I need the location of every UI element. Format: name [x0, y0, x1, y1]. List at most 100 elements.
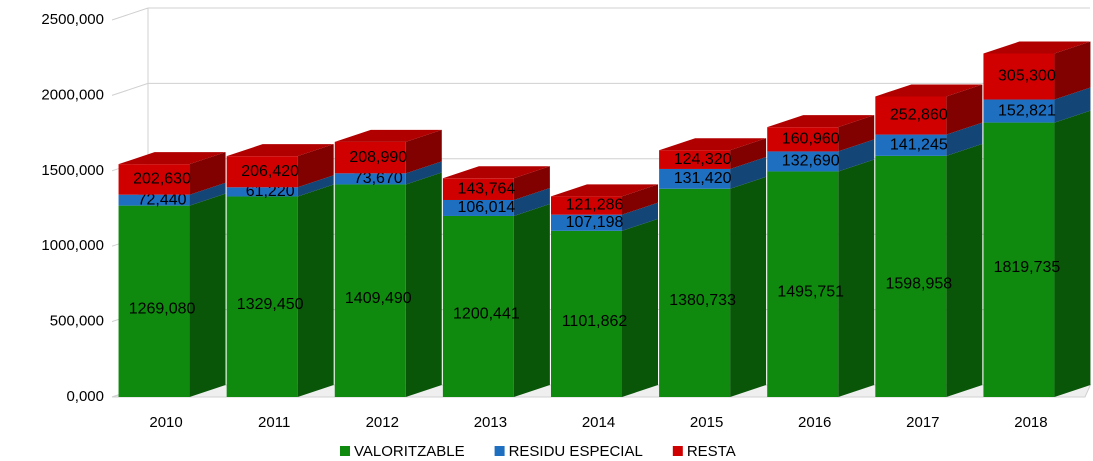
bar-top	[551, 184, 658, 197]
data-label: 131,420	[674, 170, 732, 187]
data-label: 1598,958	[885, 276, 952, 293]
x-tick-label: 2015	[690, 414, 723, 431]
bar	[118, 194, 190, 206]
bar-side	[946, 84, 983, 135]
bar-side	[1054, 110, 1091, 398]
bar-side	[405, 129, 442, 174]
data-label: 202,630	[133, 171, 191, 188]
x-tick-label: 2013	[474, 414, 507, 431]
x-tick-label: 2011	[258, 414, 290, 431]
legend-label: RESTA	[687, 443, 736, 460]
bar-top	[118, 152, 226, 165]
bar	[118, 205, 190, 397]
data-label: 1819,735	[994, 259, 1061, 276]
bar	[442, 199, 514, 216]
bar-side	[730, 156, 767, 189]
bar-top	[875, 84, 983, 97]
bar-side	[297, 144, 334, 188]
data-label: 106,014	[457, 199, 515, 216]
data-label: 141,245	[890, 136, 948, 153]
data-label: 1329,450	[237, 296, 304, 313]
bar	[659, 188, 731, 397]
data-label: 73,670	[354, 170, 403, 187]
legend-swatch	[672, 446, 683, 456]
bar	[659, 168, 731, 189]
data-label: 121,286	[566, 197, 624, 214]
bar-side	[946, 143, 983, 397]
bar	[983, 99, 1055, 123]
bar-top	[983, 41, 1091, 54]
bar	[442, 215, 514, 397]
y-tick-label: 500,000	[50, 313, 104, 330]
data-label: 132,690	[782, 153, 840, 170]
bar-side	[1054, 87, 1091, 123]
bar-side	[405, 161, 442, 185]
bar-side	[189, 193, 226, 397]
bar-side	[513, 203, 550, 397]
x-tick-label: 2018	[1014, 414, 1047, 431]
bar-side	[405, 172, 442, 397]
y-tick-label: 1500,000	[41, 162, 104, 179]
bar-side	[730, 138, 767, 169]
data-label: 252,860	[890, 107, 948, 124]
x-tick-label: 2016	[798, 414, 831, 431]
bar	[875, 96, 947, 135]
bar	[551, 230, 622, 397]
legend-label: VALORITZABLE	[354, 443, 465, 460]
bar	[551, 196, 622, 215]
data-label: 206,420	[241, 163, 299, 180]
bar-side	[622, 202, 658, 231]
data-label: 1495,751	[777, 283, 844, 300]
legend-label: RESIDU ESPECIAL	[509, 443, 643, 460]
y-tick-label: 0,000	[66, 388, 104, 405]
data-label: 160,960	[782, 131, 840, 148]
bar-side	[838, 159, 875, 397]
bar	[334, 173, 406, 185]
data-label: 1200,441	[453, 306, 520, 323]
data-label: 305,300	[998, 68, 1056, 85]
data-label: 1101,862	[562, 313, 628, 330]
bar	[983, 122, 1055, 398]
data-label: 107,198	[566, 214, 624, 231]
bar-side	[1054, 41, 1091, 100]
bar-side	[838, 139, 875, 172]
data-label: 143,764	[457, 180, 515, 197]
bar	[334, 184, 406, 397]
bar-side	[189, 152, 226, 195]
data-label: 61,220	[246, 183, 295, 200]
bar	[875, 134, 947, 156]
bar	[334, 141, 406, 174]
data-label: 124,320	[674, 151, 732, 168]
bar	[767, 151, 839, 172]
bar	[767, 127, 839, 152]
bar-side	[513, 187, 550, 216]
bar	[226, 196, 298, 397]
legend-swatch	[494, 446, 505, 456]
bar-side	[513, 166, 550, 200]
bar-side	[622, 184, 658, 215]
data-label: 1409,490	[345, 290, 412, 307]
bar	[551, 214, 622, 231]
data-label: 152,821	[998, 102, 1056, 119]
x-tick-label: 2010	[149, 414, 182, 431]
data-label: 208,990	[349, 149, 407, 166]
bar-side	[297, 175, 334, 197]
bar	[118, 164, 190, 195]
bar-side	[189, 182, 226, 206]
y-tick-label: 1000,000	[41, 237, 104, 254]
bar	[767, 171, 839, 397]
bar	[875, 155, 947, 397]
bar-side	[297, 184, 334, 397]
bar-side	[946, 122, 983, 156]
bar-top	[442, 166, 550, 179]
bar-top	[334, 129, 442, 142]
bar-top	[226, 144, 334, 157]
bar	[983, 53, 1055, 100]
grid-side	[111, 7, 149, 21]
x-tick-label: 2012	[366, 414, 399, 431]
bar-top	[767, 115, 875, 128]
y-tick-label: 2500,000	[41, 11, 104, 28]
y-tick-label: 2000,000	[41, 86, 104, 103]
bar	[442, 178, 514, 200]
